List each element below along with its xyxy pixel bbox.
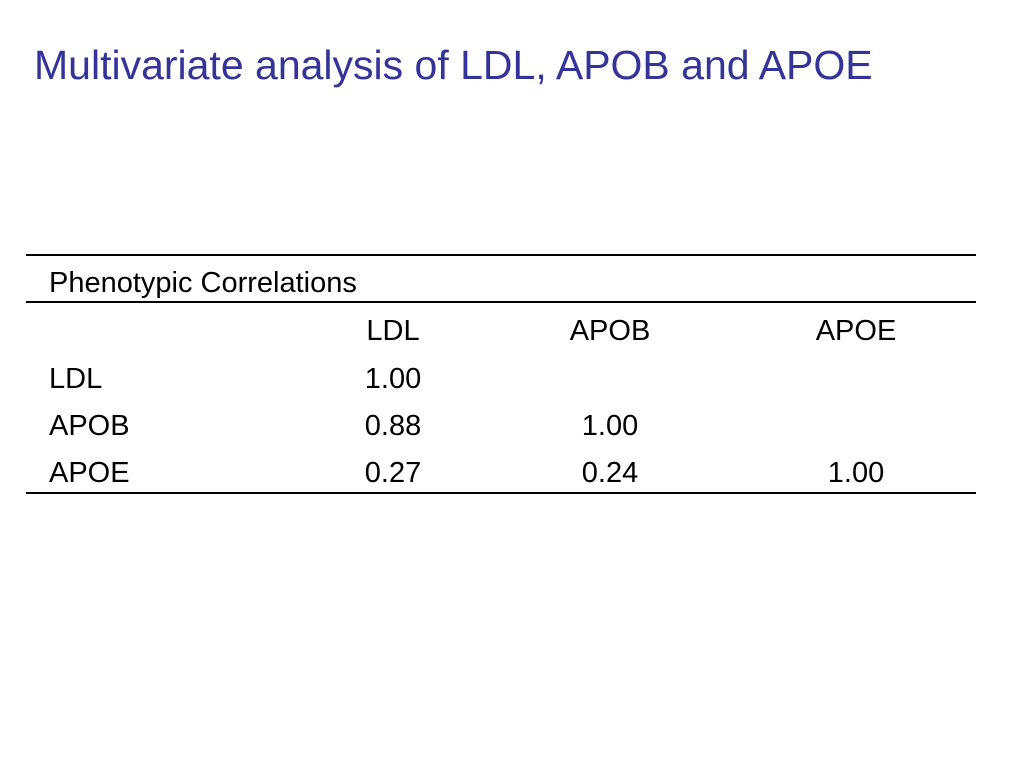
table-header-rule [26, 301, 976, 303]
column-header-apoe: APOE [815, 315, 897, 347]
column-header-apob: APOB [569, 315, 651, 347]
row-label-apob: APOB [49, 410, 130, 442]
cell-apoe-apob: 0.24 [581, 457, 639, 489]
row-label-ldl: LDL [49, 363, 103, 395]
table-section-label: Phenotypic Correlations [49, 267, 357, 299]
table-bottom-rule [26, 492, 976, 494]
row-label-apoe: APOE [49, 457, 130, 489]
cell-apob-ldl: 0.88 [364, 410, 422, 442]
cell-apob-apob: 1.00 [581, 410, 639, 442]
column-header-ldl: LDL [366, 315, 420, 347]
cell-ldl-ldl: 1.00 [364, 363, 422, 395]
cell-apoe-apoe: 1.00 [827, 457, 885, 489]
slide-title: Multivariate analysis of LDL, APOB and A… [34, 42, 873, 88]
table-top-rule [26, 254, 976, 256]
cell-apoe-ldl: 0.27 [364, 457, 422, 489]
